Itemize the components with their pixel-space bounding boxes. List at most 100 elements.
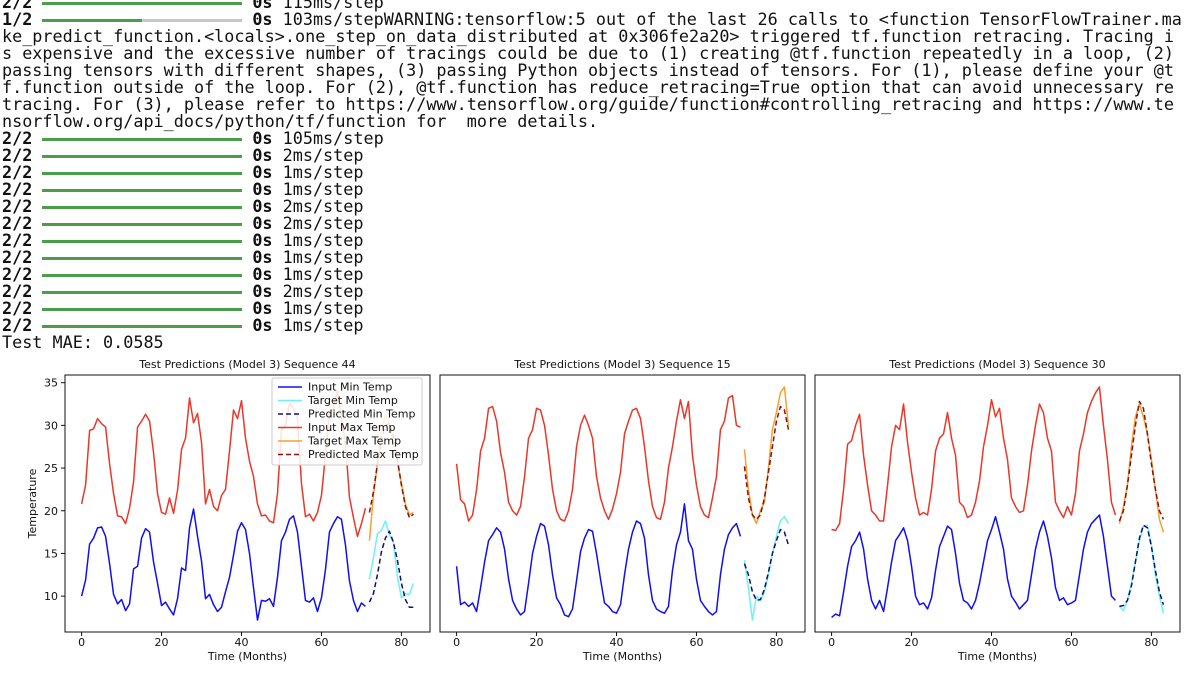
progress-bar: [42, 18, 243, 22]
progress-fill: [42, 256, 243, 260]
progress-bar: [42, 222, 243, 226]
chart-title: Test Predictions (Model 3) Sequence 15: [513, 358, 730, 371]
warning-text: WARNING:tensorflow:5 out of the last 26 …: [2, 9, 1185, 131]
y-tick-label: 15: [44, 547, 58, 560]
series-line: [455, 503, 742, 618]
x-tick-label: 80: [394, 636, 408, 649]
progress-bar: [42, 324, 243, 328]
progress-fill: [42, 290, 243, 294]
progress-line: 2/2 0s 2ms/step: [2, 198, 1182, 215]
x-axis-label: Time (Months): [582, 650, 662, 663]
series-line: [368, 520, 415, 599]
progress-fill: [42, 188, 243, 192]
progress-line: 2/2 0s 115ms/step: [2, 0, 1182, 11]
progress-bar: [42, 290, 243, 294]
progress-line: 2/2 0s 1ms/step: [2, 300, 1182, 317]
step-count: 2/2: [2, 162, 33, 182]
console-output: 2/2 0s 115ms/step 1/2 0s 103ms/stepWARNING:…: [2, 0, 1182, 351]
elapsed-time: 0s: [252, 264, 273, 284]
step-count: 2/2: [2, 0, 33, 12]
step-count: 2/2: [2, 128, 33, 148]
step-count: 2/2: [2, 281, 33, 301]
legend-label: Input Min Temp: [308, 381, 392, 394]
series-line: [1118, 400, 1165, 522]
series-line: [455, 394, 741, 522]
x-tick-label: 80: [769, 636, 783, 649]
step-count: 2/2: [2, 247, 33, 267]
elapsed-time: 0s: [252, 230, 273, 250]
step-rate: 105ms/step: [282, 128, 384, 148]
x-tick-label: 60: [1064, 636, 1078, 649]
progress-bar: [42, 273, 243, 277]
series-line: [80, 389, 367, 538]
progress-fill: [42, 205, 243, 209]
progress-line: 2/2 0s 1ms/step: [2, 181, 1182, 198]
progress-line: 1/2 0s 103ms/stepWARNING:tensorflow:5 out…: [2, 11, 1182, 130]
elapsed-time: 0s: [252, 179, 273, 199]
step-count: 2/2: [2, 145, 33, 165]
progress-line: 2/2 0s 1ms/step: [2, 266, 1182, 283]
series-line: [80, 508, 366, 621]
progress-bar: [42, 256, 243, 260]
chart-title: Test Predictions (Model 3) Sequence 44: [138, 358, 355, 371]
legend-label: Input Max Temp: [308, 421, 396, 434]
step-rate: 1ms/step: [282, 264, 364, 284]
progress-line: 2/2 0s 1ms/step: [2, 249, 1182, 266]
elapsed-time: 0s: [252, 247, 273, 267]
progress-fill: [42, 171, 243, 175]
step-rate: 1ms/step: [282, 315, 364, 335]
x-tick-label: 80: [1144, 636, 1158, 649]
progress-line: 2/2 0s 2ms/step: [2, 215, 1182, 232]
x-axis-label: Time (Months): [207, 650, 287, 663]
progress-bar: [42, 239, 243, 243]
y-tick-label: 10: [44, 590, 58, 603]
x-tick-label: 40: [235, 636, 249, 649]
subplot: Test Predictions (Model 3) Sequence 30 Ti…: [814, 358, 1181, 663]
series-line: [743, 386, 790, 525]
y-tick-label: 35: [44, 377, 58, 390]
progress-line: 2/2 0s 2ms/step: [2, 283, 1182, 300]
progress-fill: [42, 273, 243, 277]
step-rate: 2ms/step: [282, 196, 364, 216]
elapsed-time: 0s: [252, 315, 273, 335]
x-tick-label: 20: [530, 636, 544, 649]
x-tick-label: 40: [610, 636, 624, 649]
test-result: Test MAE: 0.0585: [2, 332, 164, 352]
chart-title: Test Predictions (Model 3) Sequence 30: [888, 358, 1105, 371]
series-line: [831, 386, 1117, 532]
x-tick-label: 0: [78, 636, 85, 649]
progress-bar: [42, 1, 243, 5]
elapsed-time: 0s: [252, 162, 273, 182]
step-rate: 2ms/step: [282, 145, 364, 165]
x-tick-label: 60: [689, 636, 703, 649]
step-count: 2/2: [2, 264, 33, 284]
elapsed-time: 0s: [252, 298, 273, 318]
y-tick-label: 25: [44, 462, 58, 475]
step-rate: 1ms/step: [282, 179, 364, 199]
progress-fill: [42, 307, 243, 311]
progress-fill: [42, 1, 243, 5]
series-line: [743, 528, 790, 602]
progress-bar: [42, 137, 243, 141]
progress-fill: [42, 137, 243, 141]
elapsed-time: 0s: [252, 196, 273, 216]
step-rate: 1ms/step: [282, 247, 364, 267]
elapsed-time: 0s: [252, 9, 273, 29]
x-tick-label: 20: [905, 636, 919, 649]
x-tick-label: 60: [314, 636, 328, 649]
progress-bar: [42, 205, 243, 209]
progress-line: 2/2 0s 2ms/step: [2, 147, 1182, 164]
series-line: [1118, 524, 1165, 614]
step-rate: 103ms/step: [282, 9, 384, 29]
series-line: [1118, 403, 1165, 533]
subplot: Test Predictions (Model 3) Sequence 15 Ti…: [439, 358, 806, 663]
step-count: 2/2: [2, 213, 33, 233]
series-line: [1119, 524, 1165, 608]
step-count: 2/2: [2, 230, 33, 250]
step-rate: 1ms/step: [282, 230, 364, 250]
progress-fill: [42, 222, 243, 226]
elapsed-time: 0s: [252, 0, 273, 12]
step-count: 2/2: [2, 315, 33, 335]
legend-label: Target Min Temp: [307, 394, 398, 407]
elapsed-time: 0s: [252, 145, 273, 165]
